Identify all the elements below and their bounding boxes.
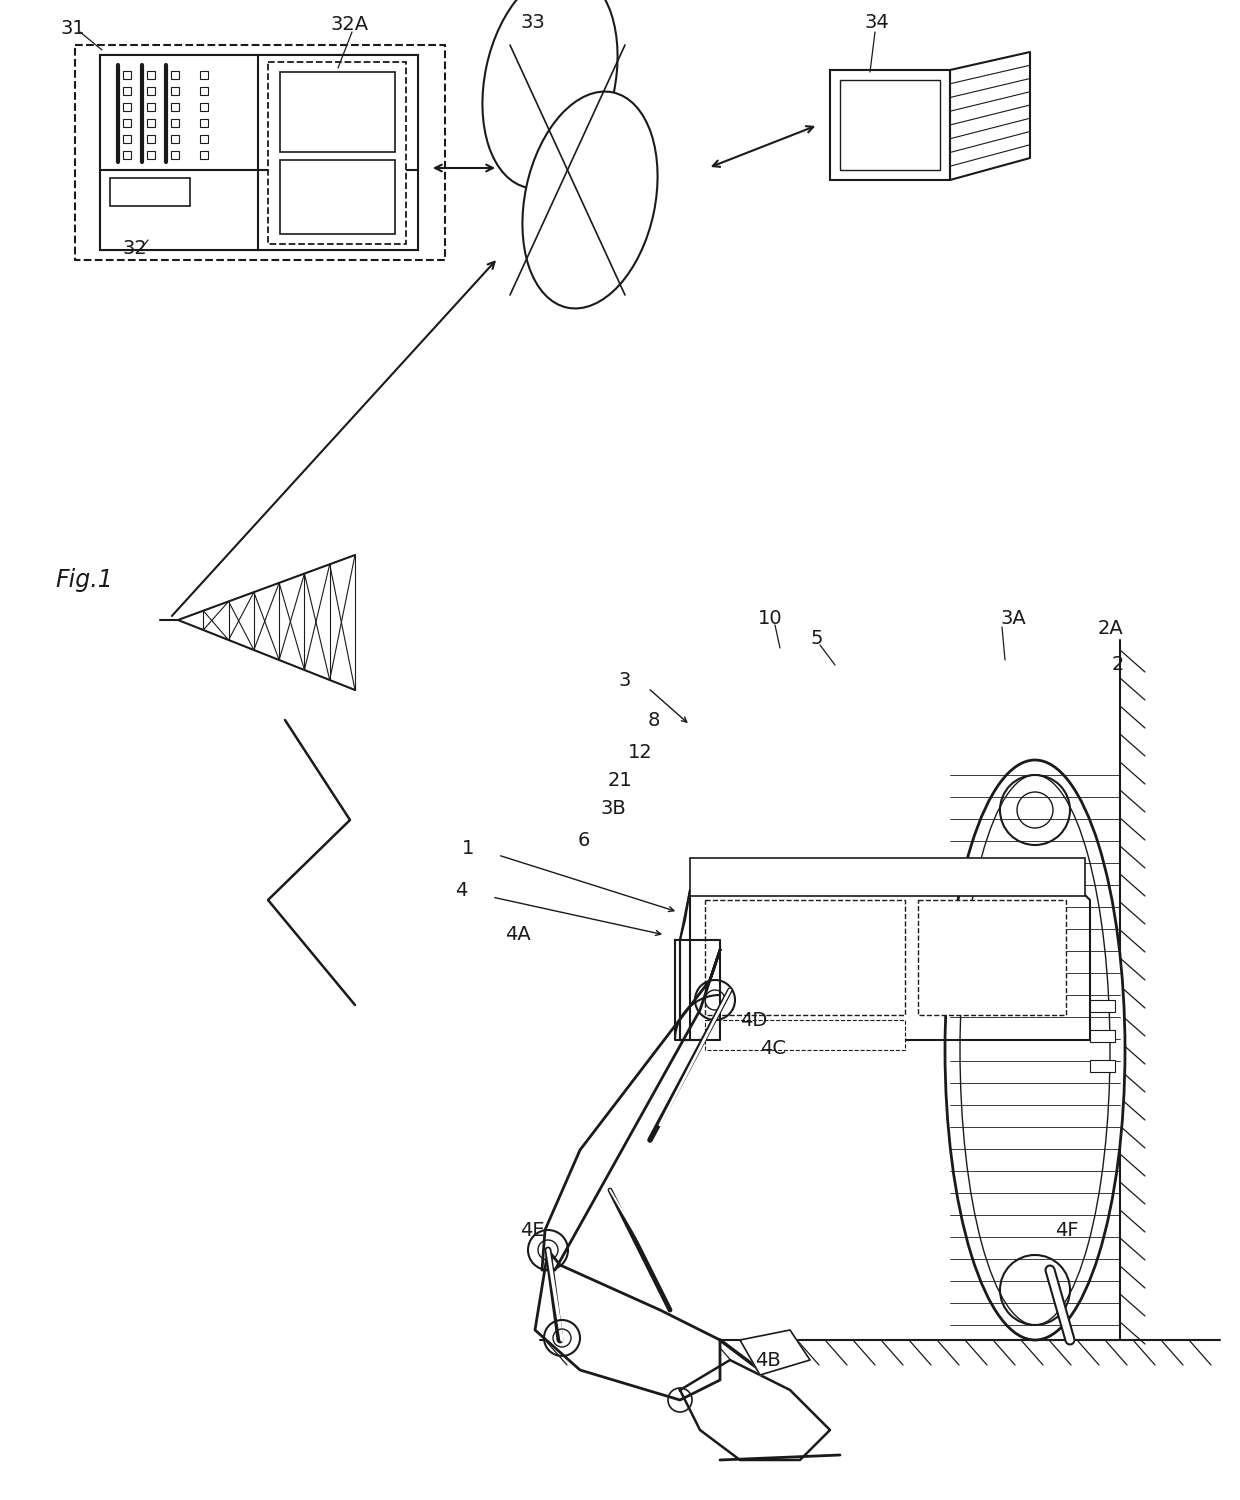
Text: 2A: 2A [1097, 618, 1123, 638]
Bar [123, 104, 131, 111]
Polygon shape [680, 1360, 830, 1460]
Bar [148, 104, 155, 111]
Bar [706, 1020, 905, 1050]
Text: 1: 1 [463, 839, 475, 858]
Bar [280, 72, 396, 152]
Bar [148, 152, 155, 159]
Bar [123, 70, 131, 80]
Text: 3: 3 [618, 670, 630, 690]
Text: 8: 8 [649, 711, 661, 729]
Bar [171, 135, 179, 142]
Bar [1090, 1000, 1115, 1012]
Text: 21: 21 [608, 771, 632, 789]
Bar [123, 87, 131, 94]
Bar [706, 900, 905, 1016]
Polygon shape [740, 1330, 810, 1376]
Polygon shape [680, 890, 689, 1040]
Bar [1090, 1060, 1115, 1072]
Bar [123, 135, 131, 142]
Bar [171, 70, 179, 80]
Text: 4C: 4C [760, 1038, 786, 1058]
Bar [918, 900, 1066, 1016]
Text: 4A: 4A [505, 926, 531, 945]
Text: 6: 6 [578, 831, 590, 849]
Bar [74, 45, 445, 260]
Bar [148, 118, 155, 128]
Text: 4E: 4E [520, 1221, 544, 1239]
Text: 32: 32 [122, 238, 146, 258]
Polygon shape [950, 53, 1030, 180]
Bar [839, 80, 940, 170]
Bar [148, 70, 155, 80]
Text: 2: 2 [1112, 656, 1125, 675]
Bar [200, 152, 208, 159]
Bar [100, 56, 418, 250]
Text: 12: 12 [627, 742, 652, 762]
Bar [200, 87, 208, 94]
Text: 4F: 4F [1055, 1221, 1079, 1239]
Bar [171, 118, 179, 128]
Ellipse shape [960, 776, 1110, 1324]
Text: 3B: 3B [600, 798, 626, 818]
Bar [830, 70, 950, 180]
Text: 31: 31 [60, 18, 84, 38]
Text: Fig.1: Fig.1 [55, 568, 113, 592]
Bar [123, 152, 131, 159]
Polygon shape [542, 950, 720, 1270]
Text: 3A: 3A [999, 609, 1025, 627]
Bar [171, 87, 179, 94]
Text: 33: 33 [520, 12, 544, 32]
Ellipse shape [945, 760, 1125, 1340]
Bar [200, 70, 208, 80]
Text: 10: 10 [758, 609, 782, 627]
Bar [200, 118, 208, 128]
Bar [280, 160, 396, 234]
Bar [1090, 1030, 1115, 1042]
Bar [148, 135, 155, 142]
Text: 4D: 4D [740, 1011, 768, 1029]
Ellipse shape [482, 0, 618, 189]
Bar [200, 135, 208, 142]
Polygon shape [534, 1250, 720, 1400]
Text: 32A: 32A [330, 15, 368, 34]
Bar [200, 104, 208, 111]
Bar [689, 858, 1085, 895]
Text: 5: 5 [810, 628, 822, 648]
Text: 4: 4 [455, 880, 467, 900]
Text: 4B: 4B [755, 1350, 781, 1370]
Bar [268, 62, 405, 244]
Polygon shape [680, 890, 1090, 1040]
Polygon shape [675, 940, 720, 1040]
Bar [123, 118, 131, 128]
Text: 34: 34 [866, 12, 890, 32]
Bar [171, 104, 179, 111]
Ellipse shape [522, 92, 657, 309]
Bar [148, 87, 155, 94]
Bar [110, 178, 190, 206]
Bar [171, 152, 179, 159]
Bar [100, 56, 418, 250]
